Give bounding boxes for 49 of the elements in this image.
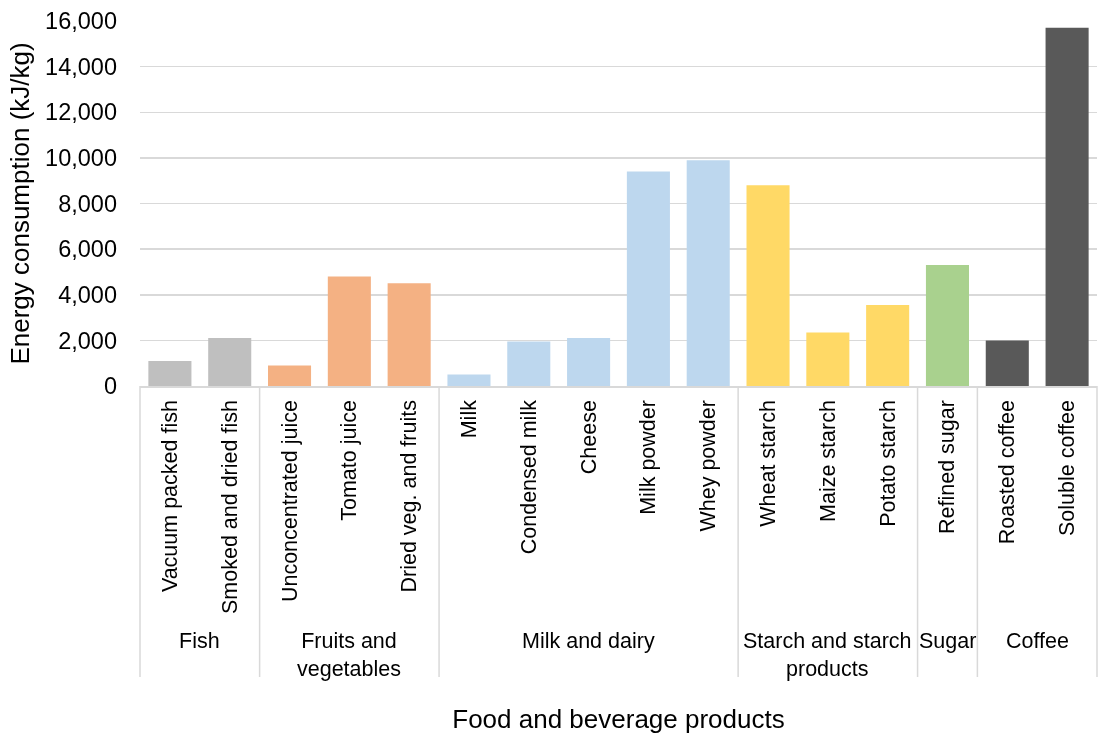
text: Milk and dairy — [522, 629, 655, 653]
y-tick-label: 14,000 — [45, 53, 117, 80]
bar — [985, 340, 1029, 386]
x-axis-title: Food and beverage products — [452, 704, 785, 734]
text: Fish — [179, 629, 220, 653]
y-axis-title: Energy consumption (kJ/kg) — [4, 42, 35, 365]
y-tick-label: 16,000 — [45, 8, 117, 35]
bar — [447, 374, 491, 386]
x-tick-label: Milk — [456, 399, 481, 439]
text: Fruits and vegetables — [297, 629, 401, 681]
bar — [626, 171, 670, 386]
x-tick-label: Tomato juice — [337, 400, 362, 521]
bar — [866, 305, 910, 386]
bar — [327, 276, 371, 386]
bar — [686, 160, 730, 386]
x-tick-label: Refined sugar — [935, 400, 960, 534]
x-tick-label: Whey powder — [696, 400, 721, 532]
y-tick-label: 6,000 — [58, 236, 117, 263]
bar — [1045, 27, 1089, 386]
bar — [507, 341, 551, 386]
text: Sugar — [919, 629, 977, 653]
x-tick-label: Cheese — [576, 400, 601, 475]
x-tick-label: Unconcentrated juice — [277, 400, 302, 603]
y-tick-label: 2,000 — [58, 327, 117, 354]
x-tick-label: Soluble coffee — [1055, 400, 1080, 536]
bar — [268, 365, 312, 386]
bar — [925, 265, 969, 386]
x-tick-label: Smoked and dried fish — [217, 400, 242, 615]
x-tick-label: Potato starch — [875, 400, 900, 527]
y-tick-label: 4,000 — [58, 281, 117, 308]
x-tick-label: Maize starch — [815, 400, 840, 522]
y-tick-label: 8,000 — [58, 190, 117, 217]
y-tick-label: 10,000 — [45, 145, 117, 172]
x-tick-label: Wheat starch — [756, 400, 781, 527]
bar — [148, 360, 192, 386]
bar — [746, 185, 790, 386]
x-tick-label: Milk powder — [636, 400, 661, 515]
bar — [567, 338, 611, 386]
x-tick-label: Vacuum packed fish — [157, 400, 182, 593]
bar — [387, 283, 431, 386]
y-tick-label: 12,000 — [45, 99, 117, 126]
bar — [806, 332, 850, 386]
x-tick-label: Dried veg. and fruits — [397, 400, 422, 593]
x-tick-label: Roasted coffee — [995, 400, 1020, 545]
text: Coffee — [1006, 629, 1069, 653]
y-tick-label: 0 — [103, 373, 117, 400]
bar — [208, 338, 252, 386]
x-tick-label: Condensed milk — [516, 399, 541, 555]
text: Starch and starch products — [743, 629, 912, 681]
